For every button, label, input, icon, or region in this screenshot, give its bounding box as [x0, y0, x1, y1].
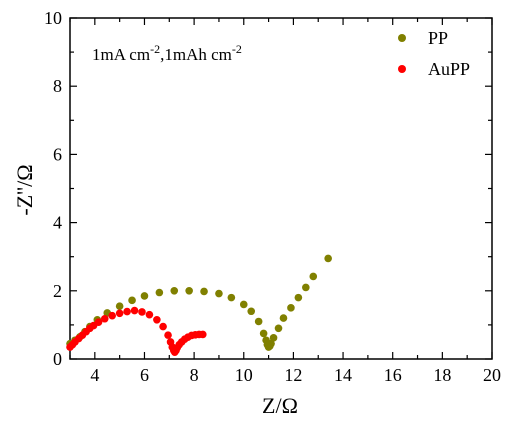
data-point-pp [239, 300, 248, 309]
annotation-main: 1mA cm [92, 45, 150, 64]
legend-label-pp: PP [428, 28, 448, 48]
y-tick-label: 10 [44, 8, 62, 28]
data-point-aupp [164, 331, 172, 339]
data-point-aupp [153, 315, 161, 324]
data-point-aupp [100, 314, 109, 323]
data-point-pp [324, 254, 332, 263]
x-tick-label: 12 [284, 365, 302, 385]
data-point-pp [215, 289, 223, 298]
x-tick-label: 18 [433, 365, 451, 385]
data-point-pp [267, 339, 275, 348]
series-layer [66, 254, 332, 356]
x-tick-label: 10 [235, 365, 253, 385]
data-point-aupp [108, 311, 116, 320]
data-point-pp [279, 314, 288, 322]
data-point-pp [247, 307, 256, 316]
chart-annotation: 1mA cm-2,1mAh cm-2 [92, 42, 242, 64]
x-tick-label: 6 [140, 365, 149, 385]
data-point-pp [274, 324, 283, 333]
data-point-pp [309, 272, 318, 281]
annotation-sup1: -2 [150, 42, 160, 56]
y-tick-label: 4 [53, 213, 62, 233]
data-point-aupp [159, 322, 167, 331]
annotation-mid: ,1mAh cm [160, 45, 232, 64]
x-tick-label: 16 [384, 365, 402, 385]
data-point-aupp [123, 307, 131, 316]
legend-marker-aupp [398, 65, 406, 73]
data-point-pp [128, 296, 136, 305]
data-point-pp [227, 293, 236, 302]
data-point-pp [259, 329, 268, 338]
y-tick-label: 0 [53, 349, 62, 369]
x-tick-label: 4 [90, 365, 99, 385]
data-point-pp [302, 283, 310, 292]
legend-marker-pp [398, 34, 406, 42]
data-point-pp [140, 292, 149, 300]
data-point-pp [115, 302, 124, 310]
legend-label-aupp: AuPP [428, 59, 470, 79]
data-point-pp [294, 293, 303, 302]
data-point-pp [254, 317, 263, 326]
axes-layer: 4 6 8 10 12 14 16 18 20 0 2 4 6 8 10 [44, 8, 501, 385]
data-point-pp [200, 287, 208, 296]
y-axis-title: -Z''/Ω [12, 164, 37, 215]
data-point-pp [155, 288, 164, 297]
data-point-pp [269, 334, 278, 342]
series-aupp [66, 306, 207, 356]
data-point-pp [185, 287, 193, 295]
data-point-aupp [115, 309, 124, 318]
x-tick-label: 20 [483, 365, 501, 385]
x-tick-label: 14 [334, 365, 352, 385]
x-axis-title: Z/Ω [262, 393, 298, 418]
data-point-aupp [94, 318, 103, 326]
data-point-aupp [138, 308, 146, 316]
data-point-aupp [145, 310, 154, 319]
y-tick-label: 8 [53, 76, 62, 96]
annotation-sup2: -2 [232, 42, 242, 56]
data-point-pp [287, 304, 295, 312]
data-point-pp [170, 287, 179, 295]
y-tick-label: 2 [53, 281, 62, 301]
legend: PP AuPP [398, 28, 470, 79]
data-point-aupp [199, 330, 207, 339]
data-point-aupp [130, 306, 139, 315]
y-tick-label: 6 [53, 144, 62, 164]
x-tick-label: 8 [190, 365, 199, 385]
